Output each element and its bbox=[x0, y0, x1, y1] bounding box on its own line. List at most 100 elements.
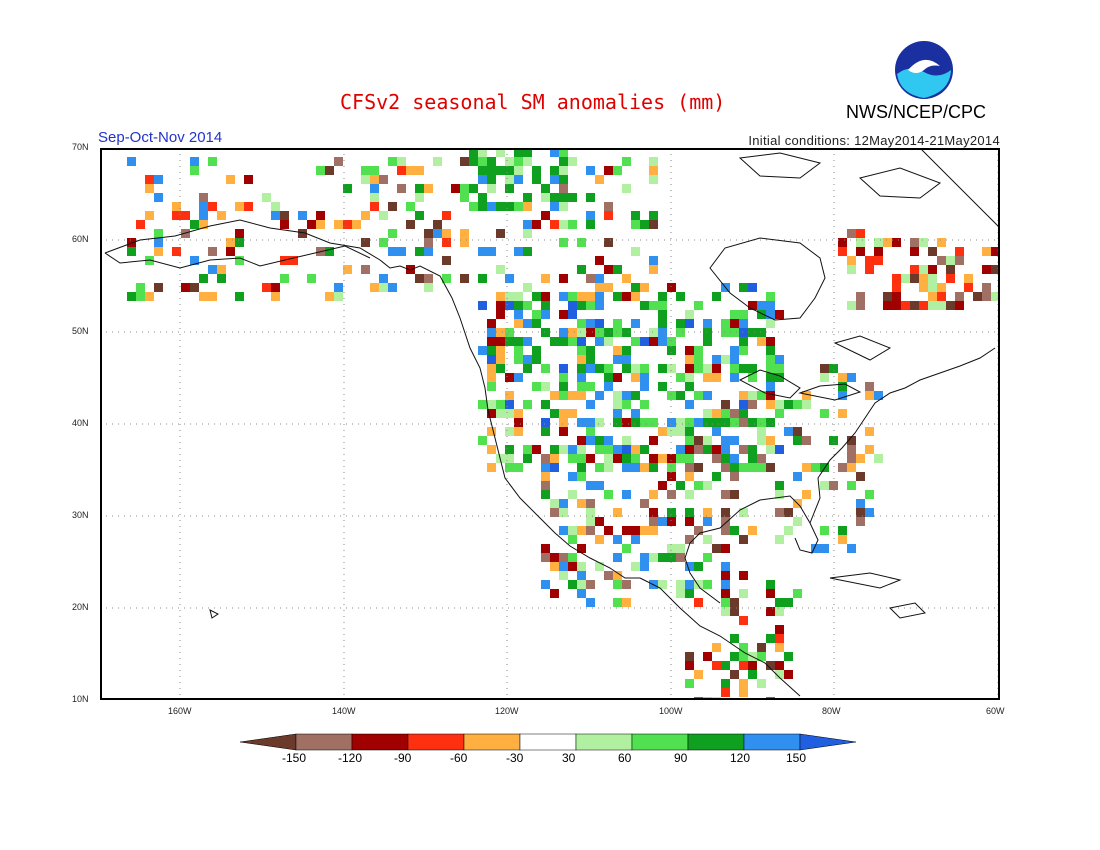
anomaly-cell bbox=[424, 238, 433, 247]
anomaly-cell bbox=[505, 400, 514, 409]
anomaly-cell bbox=[379, 274, 388, 283]
anomaly-cell bbox=[766, 310, 775, 319]
anomaly-cell bbox=[667, 544, 676, 553]
anomaly-cell bbox=[541, 481, 550, 490]
anomaly-cell bbox=[694, 481, 703, 490]
anomaly-cell bbox=[757, 337, 766, 346]
anomaly-cell bbox=[667, 391, 676, 400]
anomaly-cell bbox=[685, 373, 694, 382]
anomaly-cell bbox=[613, 418, 622, 427]
anomaly-cell bbox=[775, 481, 784, 490]
anomaly-cell bbox=[649, 166, 658, 175]
anomaly-cell bbox=[595, 274, 604, 283]
anomaly-cell bbox=[595, 463, 604, 472]
anomaly-cell bbox=[820, 409, 829, 418]
anomaly-cell bbox=[559, 427, 568, 436]
anomaly-cell bbox=[577, 364, 586, 373]
anomaly-cell bbox=[640, 418, 649, 427]
anomaly-cell bbox=[658, 292, 667, 301]
anomaly-cell bbox=[487, 373, 496, 382]
anomaly-cell bbox=[478, 400, 487, 409]
anomaly-cell bbox=[856, 517, 865, 526]
anomaly-cell bbox=[694, 436, 703, 445]
anomaly-cell bbox=[784, 652, 793, 661]
anomaly-cell bbox=[820, 373, 829, 382]
anomaly-cell bbox=[622, 346, 631, 355]
anomaly-cell bbox=[766, 607, 775, 616]
anomaly-cell bbox=[622, 436, 631, 445]
anomaly-cell bbox=[631, 526, 640, 535]
anomaly-cell bbox=[793, 472, 802, 481]
anomaly-cell bbox=[415, 193, 424, 202]
anomaly-cell bbox=[487, 166, 496, 175]
colorbar-segment bbox=[519, 733, 577, 751]
lat-label: 40N bbox=[72, 418, 89, 428]
anomaly-cell bbox=[442, 256, 451, 265]
anomaly-cell bbox=[550, 463, 559, 472]
anomaly-cell bbox=[559, 364, 568, 373]
agency-label: NWS/NCEP/CPC bbox=[846, 102, 987, 122]
lon-label: 160W bbox=[168, 706, 192, 716]
anomaly-cell bbox=[721, 526, 730, 535]
anomaly-cell bbox=[199, 274, 208, 283]
anomaly-cell bbox=[595, 283, 604, 292]
anomaly-cell bbox=[478, 274, 487, 283]
anomaly-cell bbox=[577, 391, 586, 400]
anomaly-cell bbox=[694, 346, 703, 355]
anomaly-cell bbox=[838, 238, 847, 247]
anomaly-cell bbox=[154, 175, 163, 184]
anomaly-cell bbox=[568, 562, 577, 571]
anomaly-cell bbox=[595, 391, 604, 400]
anomaly-cell bbox=[874, 247, 883, 256]
anomaly-cell bbox=[937, 238, 946, 247]
anomaly-cell bbox=[712, 445, 721, 454]
anomaly-cell bbox=[505, 202, 514, 211]
anomaly-cell bbox=[613, 535, 622, 544]
anomaly-cell bbox=[631, 535, 640, 544]
lat-label: 30N bbox=[72, 510, 89, 520]
anomaly-cell bbox=[640, 526, 649, 535]
anomaly-cell bbox=[478, 247, 487, 256]
anomaly-cell bbox=[514, 310, 523, 319]
anomaly-cell bbox=[829, 364, 838, 373]
anomaly-cell bbox=[568, 193, 577, 202]
anomaly-cell bbox=[847, 481, 856, 490]
anomaly-cell bbox=[658, 364, 667, 373]
anomaly-cell bbox=[883, 238, 892, 247]
anomaly-cell bbox=[622, 274, 631, 283]
anomaly-cell bbox=[604, 445, 613, 454]
anomaly-cell bbox=[757, 301, 766, 310]
anomaly-cell bbox=[703, 319, 712, 328]
anomaly-cell bbox=[622, 544, 631, 553]
anomaly-cell bbox=[136, 283, 145, 292]
anomaly-cell bbox=[559, 409, 568, 418]
anomaly-cell bbox=[532, 445, 541, 454]
anomaly-cell bbox=[577, 238, 586, 247]
anomaly-cell bbox=[478, 193, 487, 202]
anomaly-cell bbox=[766, 373, 775, 382]
anomaly-cell bbox=[199, 292, 208, 301]
anomaly-cell bbox=[874, 256, 883, 265]
anomaly-cell bbox=[712, 364, 721, 373]
anomaly-cell bbox=[919, 274, 928, 283]
anomaly-cell bbox=[802, 490, 811, 499]
anomaly-cell bbox=[343, 220, 352, 229]
anomaly-cell bbox=[334, 292, 343, 301]
anomaly-cell bbox=[145, 175, 154, 184]
anomaly-cell bbox=[685, 346, 694, 355]
anomaly-cell bbox=[982, 265, 991, 274]
anomaly-cell bbox=[550, 445, 559, 454]
anomaly-cell bbox=[955, 256, 964, 265]
anomaly-cell bbox=[577, 265, 586, 274]
anomaly-cell bbox=[667, 364, 676, 373]
anomaly-cell bbox=[424, 283, 433, 292]
anomaly-cell bbox=[568, 337, 577, 346]
anomaly-cell bbox=[658, 481, 667, 490]
anomaly-cell bbox=[892, 292, 901, 301]
anomaly-cell bbox=[658, 382, 667, 391]
anomaly-cell bbox=[766, 463, 775, 472]
anomaly-cell bbox=[127, 292, 136, 301]
anomaly-cell bbox=[523, 148, 532, 157]
anomaly-cell bbox=[991, 265, 1000, 274]
anomaly-cell bbox=[595, 292, 604, 301]
